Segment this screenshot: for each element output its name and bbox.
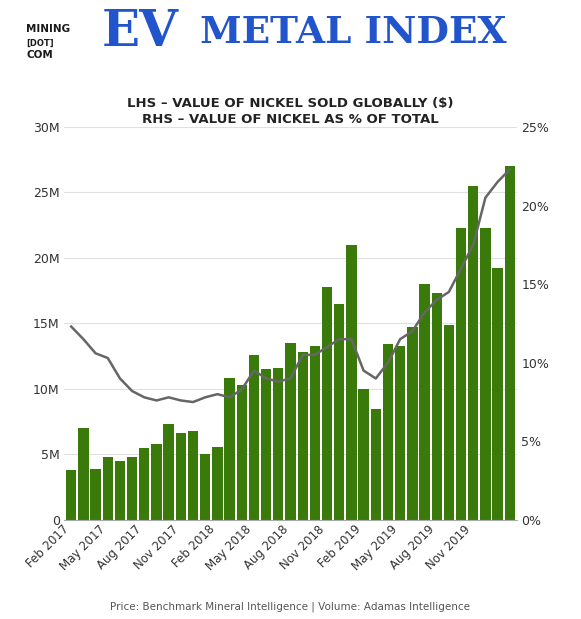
Text: COM: COM xyxy=(26,50,53,60)
Bar xyxy=(224,378,235,520)
Text: METAL INDEX: METAL INDEX xyxy=(200,14,507,51)
Bar xyxy=(358,389,369,520)
Bar xyxy=(322,287,332,520)
Bar xyxy=(151,444,162,520)
Bar xyxy=(346,245,357,520)
Bar xyxy=(175,433,186,520)
Bar xyxy=(407,327,418,520)
Text: EV: EV xyxy=(102,7,178,56)
Bar xyxy=(285,343,296,520)
Text: [DOT]: [DOT] xyxy=(26,38,54,48)
Text: RHS – VALUE OF NICKEL AS % OF TOTAL: RHS – VALUE OF NICKEL AS % OF TOTAL xyxy=(142,113,439,126)
Bar xyxy=(261,370,271,520)
Bar xyxy=(188,431,198,520)
Bar xyxy=(432,293,442,520)
Text: LHS – VALUE OF NICKEL SOLD GLOBALLY ($): LHS – VALUE OF NICKEL SOLD GLOBALLY ($) xyxy=(127,97,454,110)
Bar xyxy=(127,457,137,520)
Bar xyxy=(91,469,101,520)
Text: Price: Benchmark Mineral Intelligence | Volume: Adamas Intelligence: Price: Benchmark Mineral Intelligence | … xyxy=(110,601,471,612)
Bar xyxy=(163,424,174,520)
Bar xyxy=(334,304,345,520)
Bar xyxy=(139,448,149,520)
Bar xyxy=(468,186,478,520)
Bar xyxy=(383,344,393,520)
Bar xyxy=(395,345,406,520)
Bar xyxy=(236,385,247,520)
Bar xyxy=(115,461,125,520)
Bar xyxy=(444,325,454,520)
Bar xyxy=(103,457,113,520)
Bar xyxy=(78,428,88,520)
Bar xyxy=(505,166,515,520)
Bar xyxy=(419,284,430,520)
Bar xyxy=(297,352,308,520)
Bar xyxy=(249,355,259,520)
Bar xyxy=(310,345,320,520)
Text: MINING: MINING xyxy=(26,24,70,34)
Bar xyxy=(66,470,76,520)
Bar xyxy=(480,228,490,520)
Bar xyxy=(493,269,503,520)
Bar xyxy=(456,228,466,520)
Bar xyxy=(200,454,210,520)
Bar xyxy=(212,446,223,520)
Bar xyxy=(371,409,381,520)
Bar xyxy=(273,368,284,520)
